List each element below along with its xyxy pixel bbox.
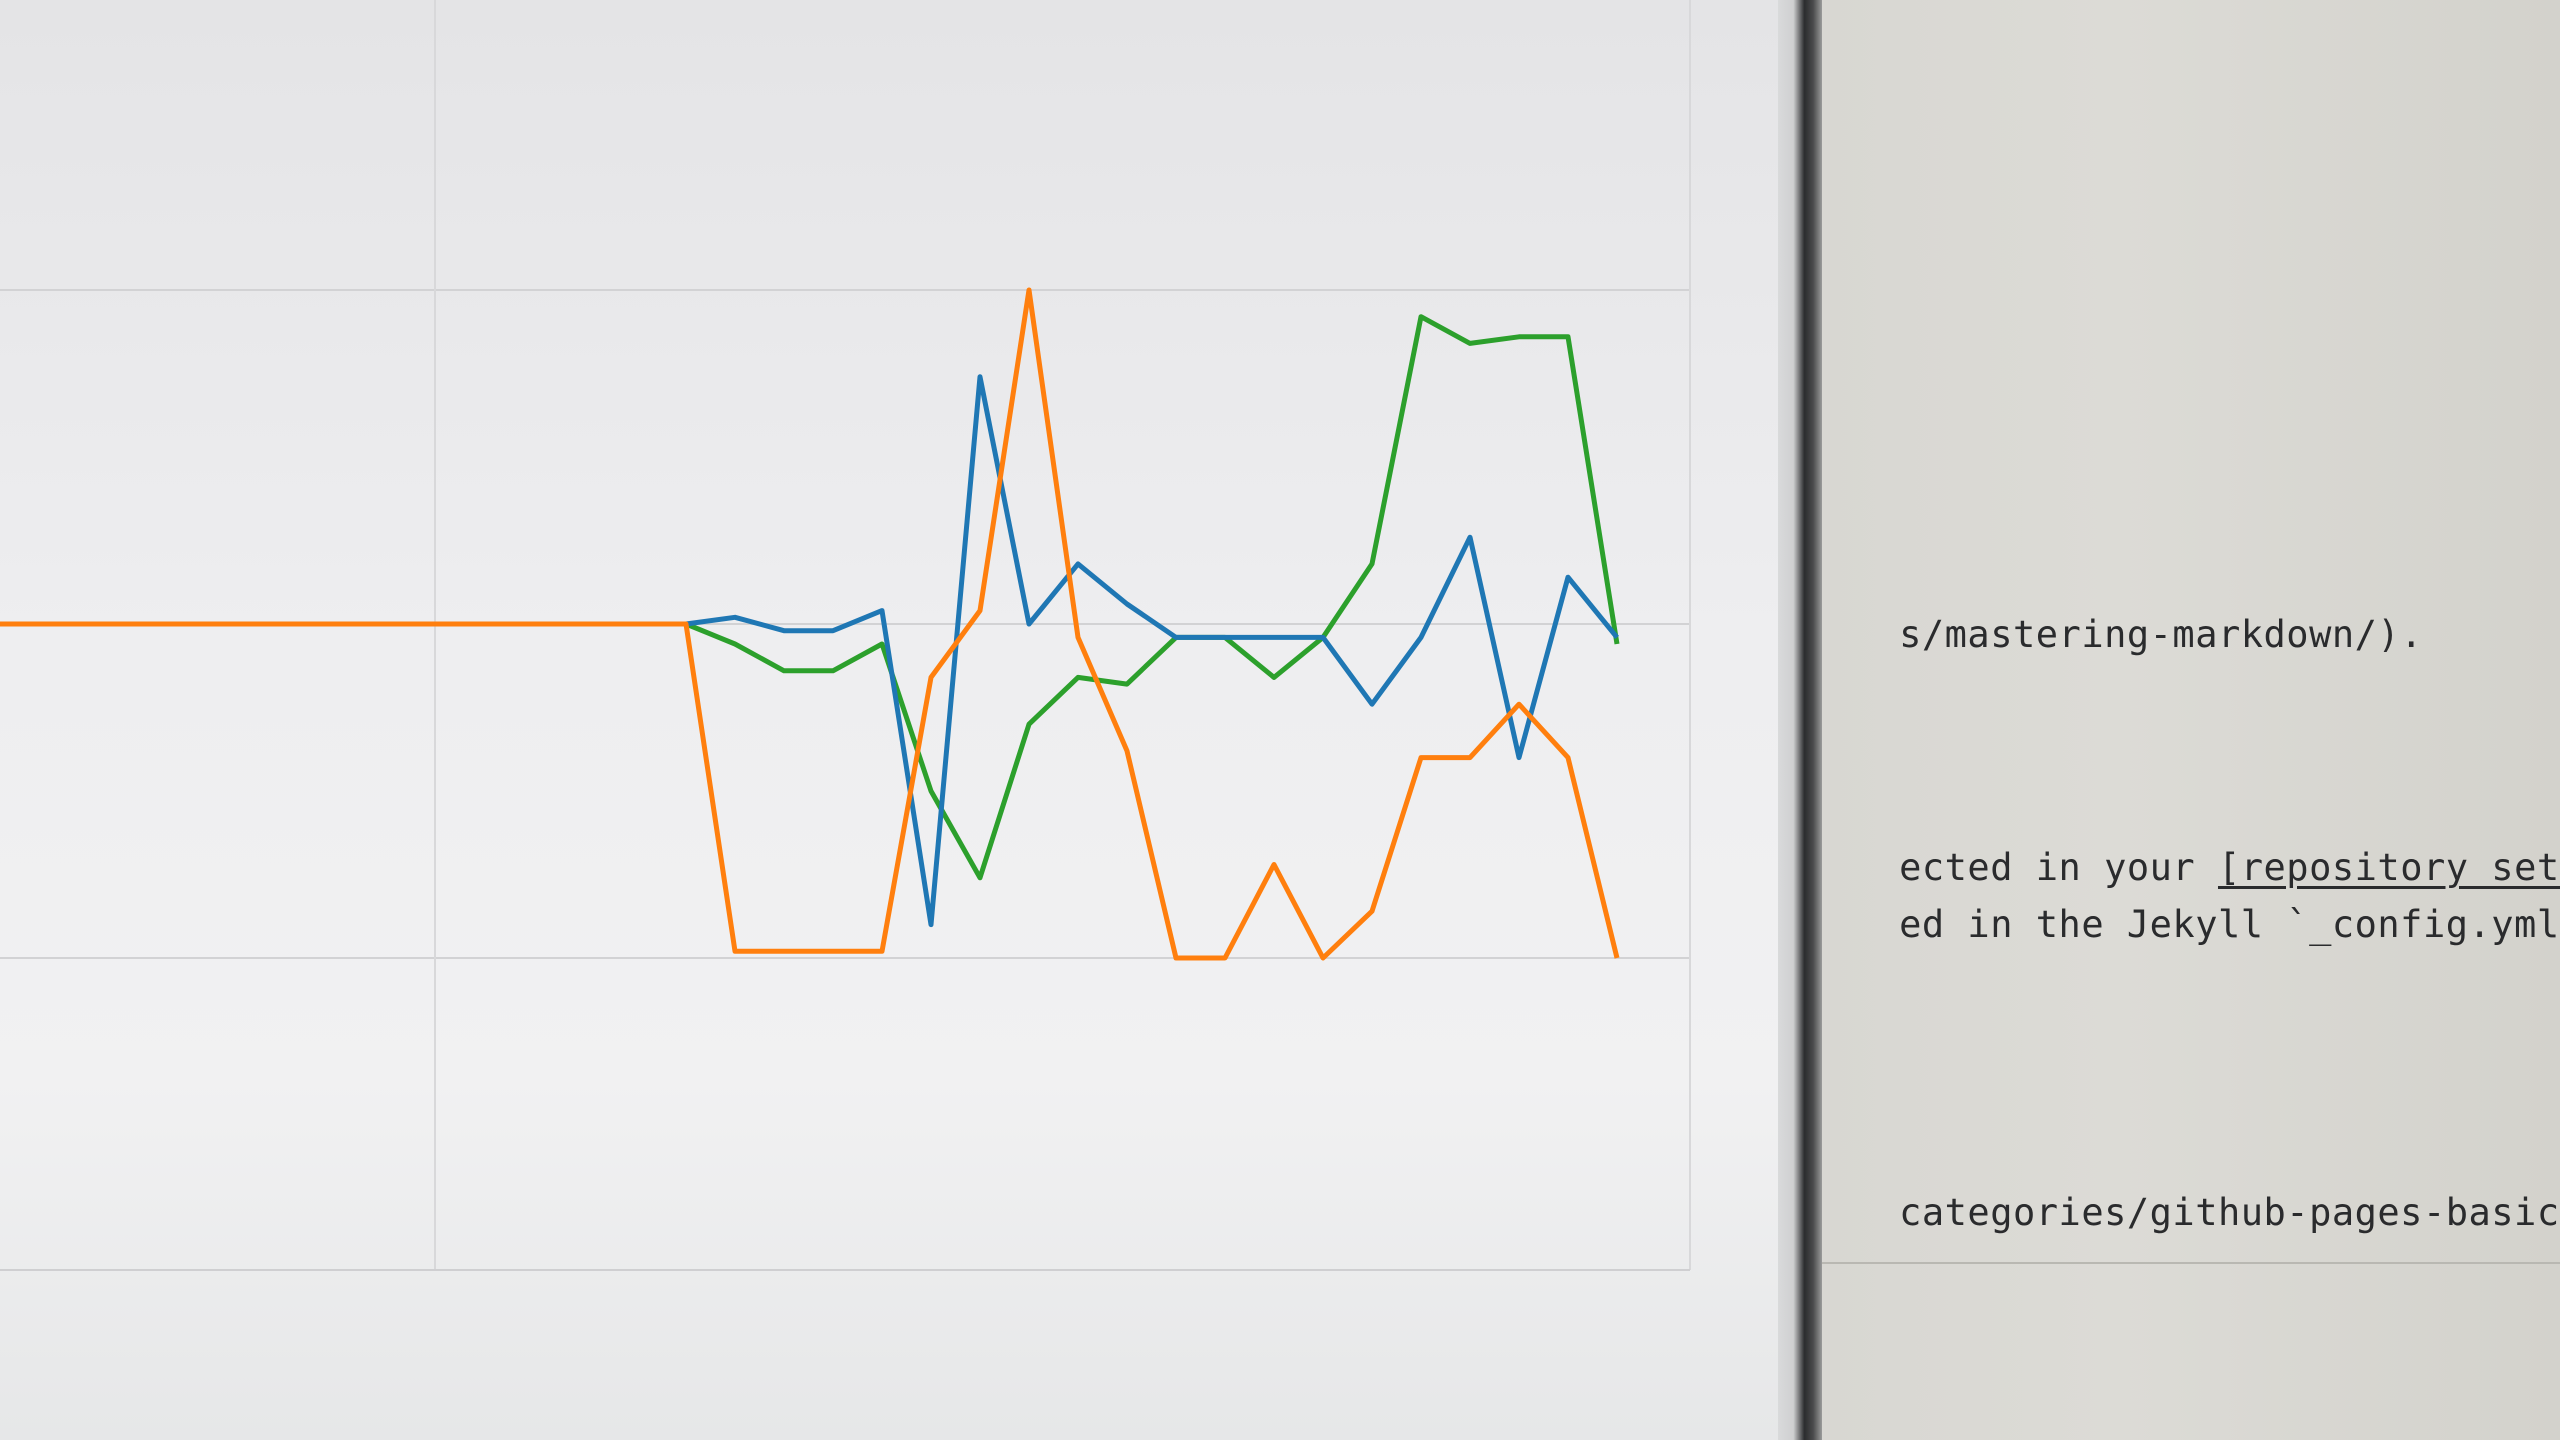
- editor-line-3-text: ed in the Jekyll `_config.yml`: [1899, 903, 2560, 946]
- code-editor-screen: s/mastering-markdown/). ected in your [r…: [1822, 0, 2560, 1440]
- editor-line-1-text: s/mastering-markdown/).: [1899, 613, 2423, 656]
- editor-line-3: ed in the Jekyll `_config.yml`: [1822, 860, 2560, 989]
- editor-line-2: ected in your [repository settings]: [1822, 803, 2560, 932]
- editor-divider: [1822, 1262, 2560, 1264]
- series-line-1: [0, 287, 1620, 961]
- chart-gridlines: [0, 0, 1690, 1270]
- series-line-0: [0, 374, 1619, 928]
- monitor-bezel: [1778, 0, 1822, 1440]
- repository-settings-link[interactable]: [repository settings]: [2217, 846, 2560, 889]
- line-chart: [0, 0, 1690, 1270]
- chart-screen: [0, 0, 1808, 1440]
- editor-line-1: s/mastering-markdown/).: [1822, 570, 2423, 699]
- editor-line-4: categories/github-pages-basics/) or: [1822, 1148, 2560, 1277]
- editor-line-2-text: ected in your: [1899, 846, 2218, 889]
- series-line-2: [0, 314, 1620, 881]
- chart-series-group: [0, 287, 1620, 961]
- editor-line-4-text: categories/github-pages-basics/) or: [1899, 1191, 2560, 1234]
